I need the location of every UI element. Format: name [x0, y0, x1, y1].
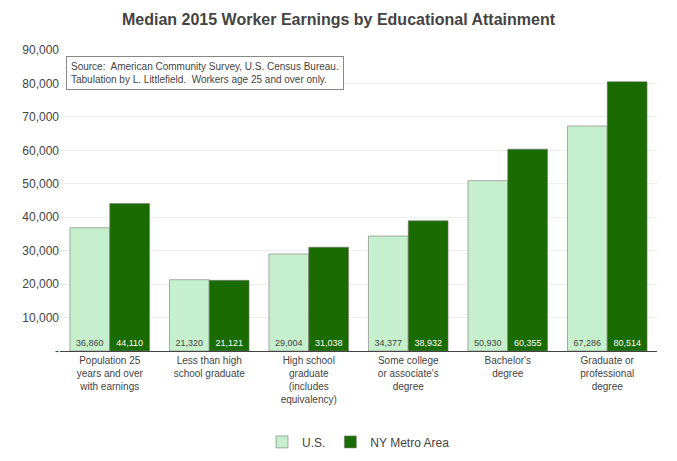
svg-text:20,000: 20,000 [22, 277, 59, 291]
svg-text:30,000: 30,000 [22, 244, 59, 258]
svg-text:40,000: 40,000 [22, 210, 59, 224]
svg-text:Median 2015 Worker Earnings by: Median 2015 Worker Earnings by Education… [122, 11, 556, 28]
svg-text:80,514: 80,514 [613, 338, 641, 348]
svg-text:38,932: 38,932 [414, 338, 442, 348]
svg-text:31,038: 31,038 [315, 338, 343, 348]
svg-text:60,355: 60,355 [514, 338, 542, 348]
svg-text:44,110: 44,110 [116, 338, 143, 348]
svg-text:NY Metro Area: NY Metro Area [370, 436, 449, 450]
svg-text:Graduate orprofessionaldegree: Graduate orprofessionaldegree [580, 355, 634, 392]
svg-text:21,320: 21,320 [176, 338, 204, 348]
svg-text:High schoolgraduate(includeseq: High schoolgraduate(includesequivalency) [281, 355, 337, 405]
svg-text:Bachelor'sdegree: Bachelor'sdegree [485, 355, 531, 379]
svg-text:29,004: 29,004 [275, 338, 303, 348]
svg-text:-: - [55, 344, 59, 358]
svg-text:80,000: 80,000 [22, 77, 59, 91]
svg-text:10,000: 10,000 [22, 311, 59, 325]
svg-text:Population 25years and overwit: Population 25years and overwith earnings [77, 355, 144, 392]
svg-text:U.S.: U.S. [302, 436, 325, 450]
svg-text:67,286: 67,286 [574, 338, 602, 348]
svg-text:36,860: 36,860 [76, 338, 104, 348]
svg-text:60,000: 60,000 [22, 144, 59, 158]
svg-text:Some collegeor associate'sdegr: Some collegeor associate'sdegree [378, 355, 439, 392]
svg-text:90,000: 90,000 [22, 43, 59, 57]
svg-text:70,000: 70,000 [22, 110, 59, 124]
svg-text:34,377: 34,377 [375, 338, 403, 348]
svg-text:50,930: 50,930 [474, 338, 502, 348]
svg-text:50,000: 50,000 [22, 177, 59, 191]
svg-text:21,121: 21,121 [215, 338, 243, 348]
svg-text:Source: American Community Su: Source: American Community Survey, U.S. … [71, 61, 339, 85]
svg-text:Less than highschool graduate: Less than highschool graduate [174, 355, 246, 379]
